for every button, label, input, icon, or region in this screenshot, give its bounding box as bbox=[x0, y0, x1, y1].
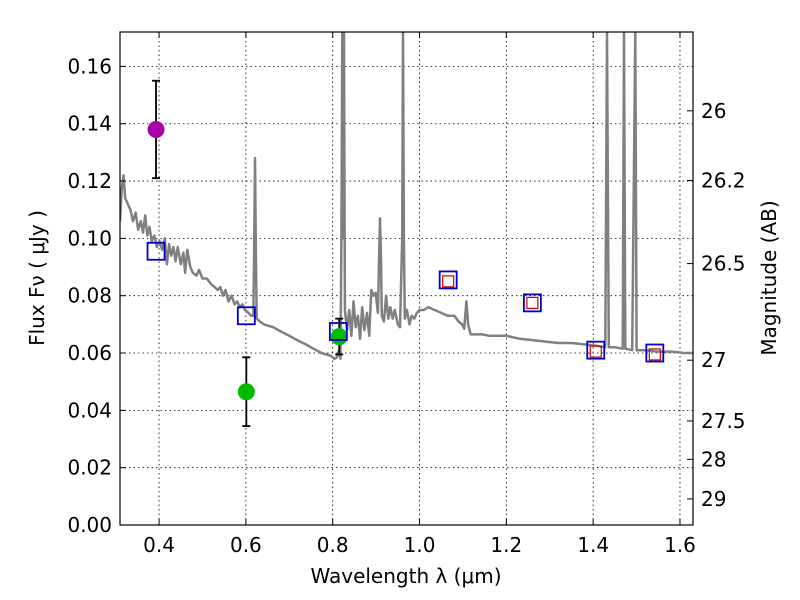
model-square-red bbox=[648, 348, 661, 361]
y-axis-label: Flux Fν ( μJy ) bbox=[25, 210, 49, 346]
y-tick-label: 0.10 bbox=[67, 226, 112, 250]
y-tick-label: 0.14 bbox=[67, 112, 112, 136]
y-tick-label: 0.16 bbox=[67, 54, 112, 78]
y2-tick-label: 28 bbox=[701, 447, 726, 471]
model-square-blue bbox=[328, 322, 348, 341]
y2-tick-label: 27.5 bbox=[701, 409, 746, 433]
y-tick-label: 0.12 bbox=[67, 169, 112, 193]
y2-tick-label: 27 bbox=[701, 348, 726, 372]
x-tick-label: 1.6 bbox=[664, 533, 696, 557]
model-square-red bbox=[442, 275, 455, 288]
x-tick-label: 1.0 bbox=[404, 533, 436, 557]
y2-tick-label: 29 bbox=[701, 487, 726, 511]
y-tick-label: 0.06 bbox=[67, 341, 112, 365]
y-axis: 0.00 0.02 0.04 0.06 0.08 0.10 0.12 0.14 0.16 bbox=[67, 54, 126, 537]
y-tick-label: 0.02 bbox=[67, 456, 112, 480]
model-square-blue bbox=[438, 270, 458, 290]
model-square-blue bbox=[146, 241, 166, 261]
model-square-blue bbox=[645, 343, 665, 363]
y2-tick-label: 26 bbox=[701, 99, 726, 123]
model-square-red bbox=[526, 296, 539, 309]
model-square-blue bbox=[586, 340, 606, 360]
y2-axis: 26 26.2 26.5 27 27.5 28 29 bbox=[687, 99, 746, 511]
data-point-observed_green bbox=[330, 328, 348, 346]
model-layer bbox=[120, 32, 693, 361]
plot-frame bbox=[119, 31, 694, 526]
x-tick-label: 1.4 bbox=[577, 533, 609, 557]
x-tick-label: 1.2 bbox=[490, 533, 522, 557]
y2-tick-label: 26.5 bbox=[701, 252, 746, 276]
y-tick-label: 0.00 bbox=[67, 513, 112, 537]
model-square-red bbox=[589, 345, 602, 358]
x-axis: 0.4 0.6 0.8 1.0 1.2 1.4 1.6 bbox=[143, 32, 696, 557]
model-square-blue bbox=[236, 306, 256, 326]
grid bbox=[120, 32, 693, 526]
x-tick-label: 0.4 bbox=[143, 533, 175, 557]
y-tick-label: 0.08 bbox=[67, 284, 112, 308]
marker-layer bbox=[146, 79, 665, 428]
model-square-blue bbox=[522, 293, 542, 313]
y-tick-label: 0.04 bbox=[67, 398, 112, 422]
x-tick-label: 0.8 bbox=[317, 533, 349, 557]
x-tick-label: 0.6 bbox=[230, 533, 262, 557]
x-axis-label: Wavelength λ (μm) bbox=[310, 564, 501, 588]
y2-axis-label: Magnitude (AB) bbox=[757, 200, 781, 355]
y2-tick-label: 26.2 bbox=[701, 168, 746, 192]
model-spectrum-line bbox=[120, 32, 693, 361]
data-point-observed_magenta bbox=[147, 120, 165, 138]
data-point-observed_green bbox=[237, 383, 255, 401]
